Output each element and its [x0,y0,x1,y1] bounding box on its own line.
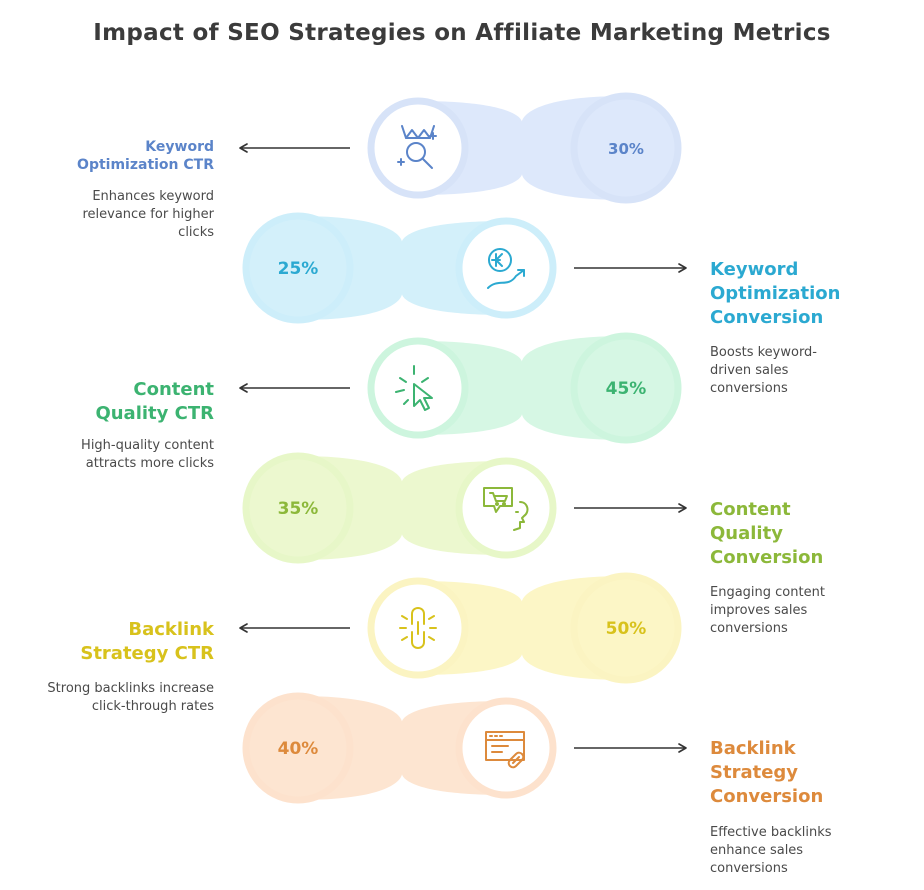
row-neck-0 [418,96,626,200]
value-circle-4 [570,572,682,684]
row-description-backlink-strategy-ctr: Strong backlinks increase click-through … [47,681,214,714]
currency-growth-icon [487,248,525,289]
row-connector-5 [242,692,557,804]
value-circle-1 [242,212,354,324]
row-label-content-quality-ctr: Content Quality CTR [95,379,214,424]
icon-circle-0 [367,97,469,199]
icon-circle-1 [455,217,557,319]
row-description-keyword-optimization-conversion: Boosts keyword-driven sales conversions [710,345,818,396]
cursor-click-icon [395,365,433,411]
row-label-content-quality-conversion: Content Quality Conversion [710,499,824,568]
row-description-backlink-strategy-conversion: Effective backlinks enhance sales conver… [710,825,832,876]
row-neck-3 [298,456,506,560]
row-value-backlink-strategy-ctr: 50% [605,619,647,639]
icon-circle-3 [455,457,557,559]
row-description-content-quality-ctr: High-quality content attracts more click… [81,438,214,471]
value-circle-3 [242,452,354,564]
page-title: Impact of SEO Strategies on Affiliate Ma… [93,20,831,46]
row-neck-1 [298,216,506,320]
row-value-keyword-optimization-ctr: 30% [608,140,644,158]
row-description-keyword-optimization-ctr: Enhances keyword relevance for higher cl… [82,189,214,240]
value-circle-2 [570,332,682,444]
row-connector-3 [242,452,557,564]
value-circle-0 [570,92,682,204]
row-connector-1 [242,212,557,324]
row-neck-4 [418,576,626,680]
row-connector-2 [367,332,682,444]
row-connector-0 [367,92,682,204]
chain-link-icon [399,607,437,649]
row-value-backlink-strategy-conversion: 40% [277,739,319,759]
row-value-content-quality-conversion: 35% [277,499,319,519]
row-value-content-quality-ctr: 45% [605,379,647,399]
row-label-keyword-optimization-conversion: Keyword Optimization Conversion [710,259,841,328]
row-label-backlink-strategy-ctr: Backlink Strategy CTR [80,619,214,664]
row-label-backlink-strategy-conversion: Backlink Strategy Conversion [710,738,824,807]
row-value-keyword-optimization-conversion: 25% [277,259,319,279]
cart-speech-icon [483,487,529,531]
crown-search-icon [397,125,437,169]
icon-circle-5 [455,697,557,799]
browser-link-icon [485,731,525,769]
row-description-content-quality-conversion: Engaging content improves sales conversi… [710,585,825,636]
row-connector-4 [367,572,682,684]
row-neck-5 [298,696,506,800]
row-neck-2 [418,336,626,440]
value-circle-5 [242,692,354,804]
row-label-keyword-optimization-ctr: Keyword Optimization CTR [77,139,214,173]
